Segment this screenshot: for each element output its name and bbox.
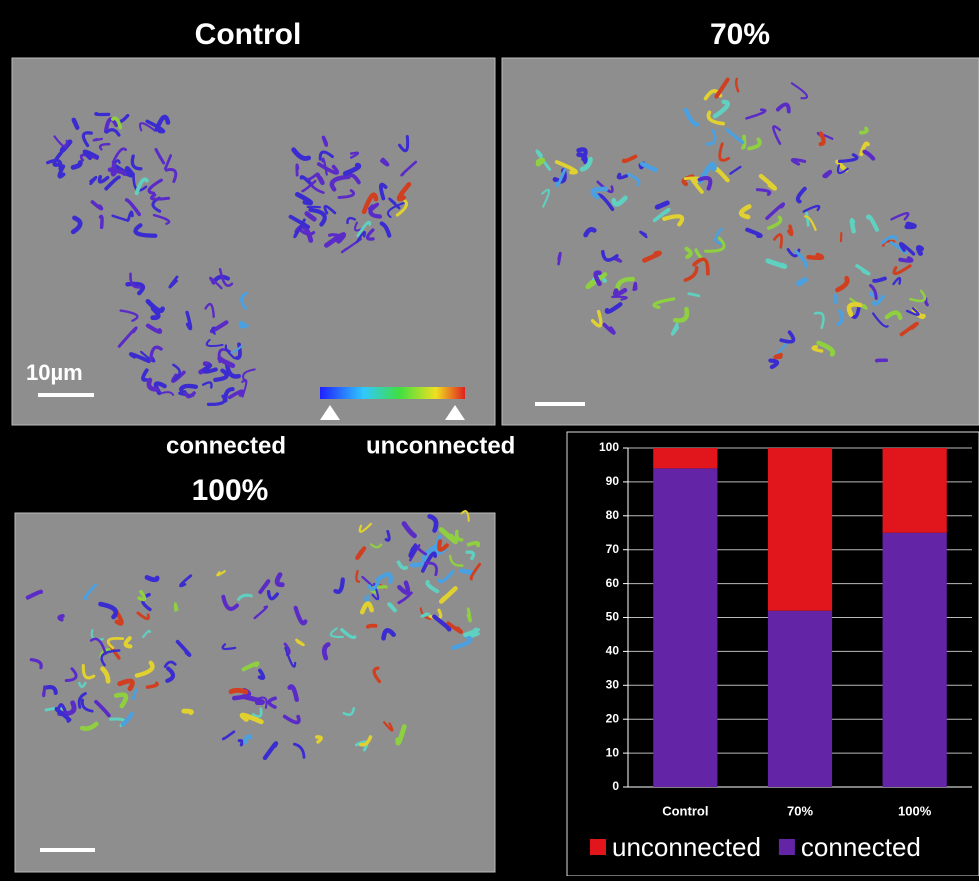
organelle — [94, 139, 102, 140]
organelle — [775, 355, 781, 358]
x-tick-label: Control — [662, 803, 708, 818]
bar-segment — [653, 448, 717, 468]
organelle — [789, 226, 792, 234]
organelle — [852, 220, 854, 231]
scale-label: 10µm — [26, 360, 83, 385]
organelle — [926, 299, 928, 305]
organelle — [368, 626, 376, 627]
panel-title: 70% — [710, 18, 770, 51]
x-tick-label: 70% — [787, 803, 813, 818]
organelle — [468, 609, 470, 621]
organelle — [807, 213, 809, 225]
bar-segment — [653, 468, 717, 787]
organelle — [330, 235, 340, 236]
organelle — [538, 160, 543, 164]
organelle — [44, 687, 45, 696]
y-tick-label: 40 — [606, 644, 620, 658]
legend-label: connected — [801, 832, 921, 862]
x-tick-label: 100% — [898, 803, 932, 818]
organelle — [596, 273, 600, 284]
y-tick-label: 60 — [606, 576, 620, 590]
organelle — [469, 543, 479, 546]
y-tick-label: 80 — [606, 508, 620, 522]
bar-segment — [768, 611, 832, 787]
y-tick-label: 0 — [612, 779, 619, 793]
bar-segment — [883, 448, 947, 533]
y-tick-label: 10 — [606, 745, 620, 759]
organelle — [59, 616, 63, 620]
organelle — [184, 711, 191, 712]
organelle — [101, 216, 103, 227]
colorbar-label: connected — [166, 432, 286, 459]
y-tick-label: 70 — [606, 542, 620, 556]
colorbar — [320, 387, 465, 399]
organelle — [323, 137, 326, 145]
micrograph — [502, 58, 979, 425]
organelle — [231, 690, 246, 692]
y-tick-label: 30 — [606, 677, 620, 691]
organelle — [96, 114, 109, 115]
organelle — [113, 165, 115, 175]
organelle — [877, 360, 887, 361]
organelle — [559, 253, 561, 264]
organelle — [685, 178, 700, 179]
figure: Control 70% 100% 10µm connected unconnec… — [0, 0, 979, 876]
organelle — [241, 323, 246, 326]
legend-label: unconnected — [612, 832, 761, 862]
organelle — [147, 577, 157, 579]
organelle — [297, 165, 298, 175]
panel-title: Control — [195, 18, 302, 51]
bar-segment — [768, 448, 832, 611]
y-tick-label: 20 — [606, 711, 620, 725]
y-tick-label: 90 — [606, 474, 620, 488]
bar-segment — [883, 533, 947, 787]
legend-swatch — [590, 839, 606, 855]
y-tick-label: 100 — [599, 440, 619, 454]
y-tick-label: 50 — [606, 610, 620, 624]
organelle — [175, 603, 177, 610]
organelle — [907, 224, 914, 227]
organelle — [900, 258, 911, 261]
organelle — [918, 247, 921, 253]
organelle — [462, 571, 473, 573]
organelle — [615, 290, 625, 294]
organelle — [821, 133, 824, 144]
colorbar-label: unconnected — [366, 432, 515, 459]
legend-swatch — [779, 839, 795, 855]
panel-title: 100% — [192, 474, 269, 507]
organelle — [835, 296, 837, 302]
organelle — [634, 283, 636, 289]
